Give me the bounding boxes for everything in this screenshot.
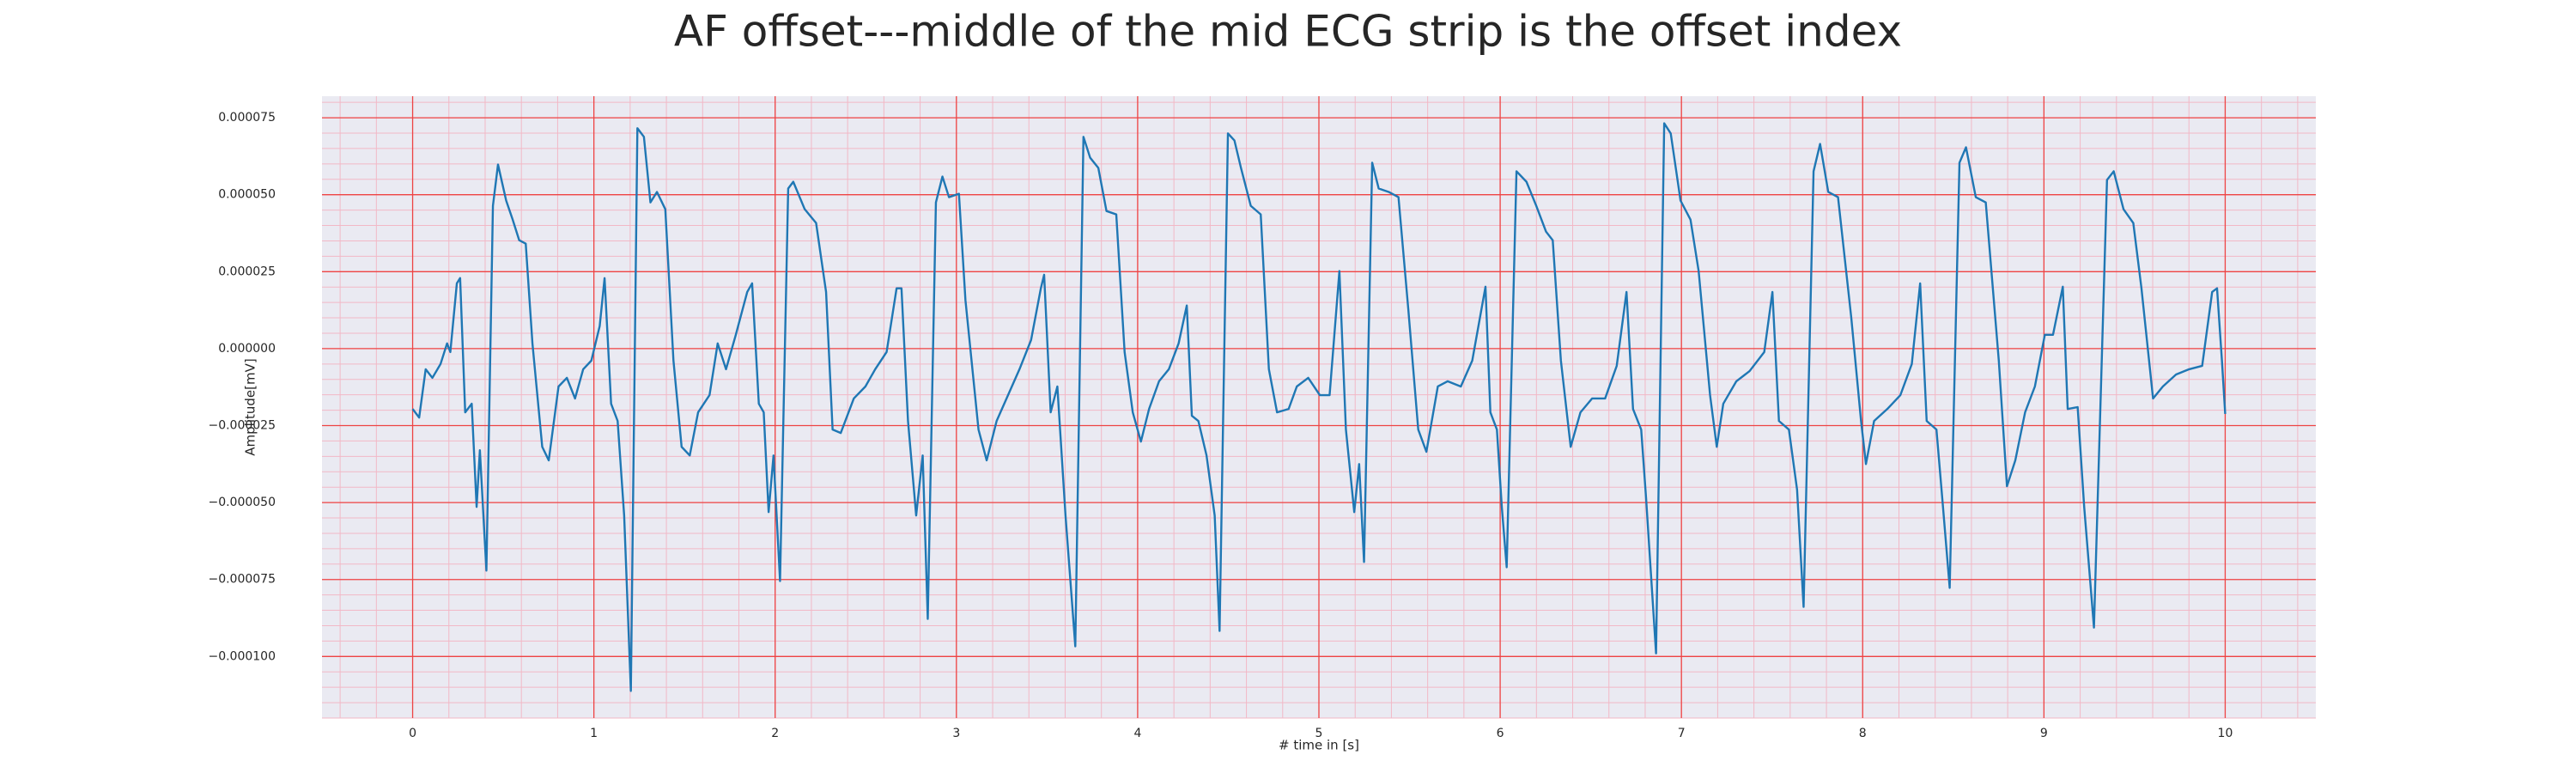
y-tick-label: 0.000050 bbox=[218, 188, 276, 202]
chart-title: AF offset---middle of the mid ECG strip … bbox=[674, 7, 1902, 57]
x-axis-label: # time in [s] bbox=[1279, 738, 1359, 753]
ecg-line bbox=[411, 122, 2227, 692]
x-tick-label: 7 bbox=[1678, 727, 1686, 740]
y-tick-label: −0.000100 bbox=[208, 649, 276, 663]
x-tick-label: 0 bbox=[409, 727, 416, 740]
x-tick-label: 1 bbox=[590, 727, 598, 740]
x-tick-label: 3 bbox=[952, 727, 960, 740]
y-axis-label: Amplitude[mV] bbox=[243, 358, 258, 455]
y-tick-label: −0.000075 bbox=[208, 573, 276, 587]
x-tick-label: 6 bbox=[1497, 727, 1504, 740]
y-tick-label: −0.000050 bbox=[208, 496, 276, 509]
x-tick-label: 10 bbox=[2218, 727, 2233, 740]
x-tick-label: 2 bbox=[771, 727, 779, 740]
x-tick-label: 4 bbox=[1133, 727, 1141, 740]
y-tick-label: −0.000025 bbox=[208, 419, 276, 433]
x-tick-label: 8 bbox=[1859, 727, 1867, 740]
marks bbox=[411, 122, 2227, 692]
y-tick-label: 0.000025 bbox=[218, 265, 276, 278]
y-tick-label: 0.000000 bbox=[218, 342, 276, 356]
x-tick-label: 5 bbox=[1315, 727, 1323, 740]
x-tick-label: 9 bbox=[2040, 727, 2048, 740]
y-tick-label: 0.000075 bbox=[218, 111, 276, 125]
